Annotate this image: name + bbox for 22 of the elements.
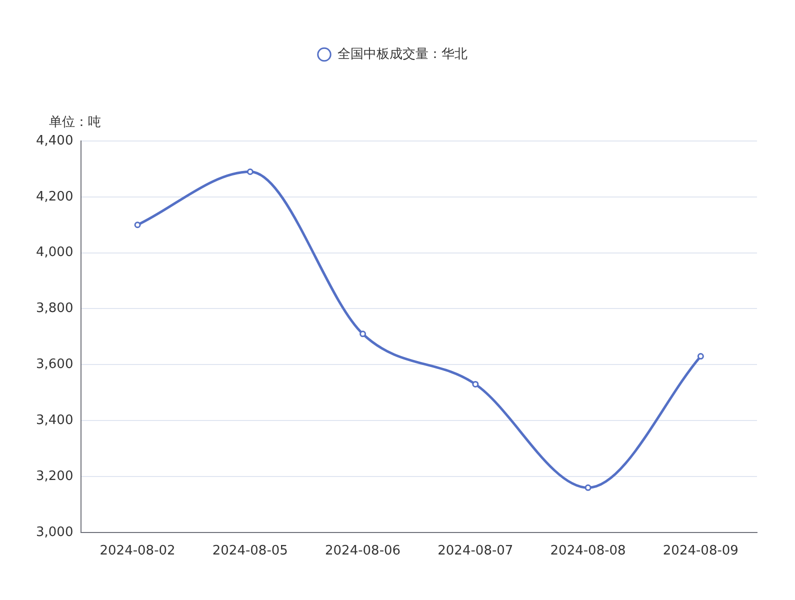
y-tick-label: 3,000 (36, 524, 74, 540)
y-tick-label: 3,400 (36, 412, 74, 428)
x-tick-label: 2024-08-02 (100, 544, 176, 559)
y-tick-label: 3,200 (36, 468, 74, 484)
x-tick-label: 2024-08-08 (550, 544, 626, 559)
y-axis-title: 单位：吨 (49, 114, 102, 130)
y-tick-label: 4,400 (36, 133, 74, 148)
point (360, 330, 366, 338)
point (134, 222, 141, 228)
y-tick-label: 3,800 (36, 301, 74, 316)
x-tick-label: 2024-08-06 (325, 544, 401, 559)
y-tick-label: 4,200 (36, 189, 74, 204)
point (584, 484, 592, 491)
point (472, 380, 479, 388)
point (246, 168, 254, 176)
y-tick-label: 4,000 (36, 245, 74, 260)
y-tick-label: 3,600 (36, 357, 74, 372)
x-tick-label: 2024-08-07 (438, 544, 514, 559)
x-tick-label: 2024-08-09 (662, 544, 738, 559)
x-tick-label: 2024-08-05 (212, 544, 288, 559)
legend-label: 全国中板成交量：华北 (337, 46, 468, 62)
point (697, 353, 704, 360)
